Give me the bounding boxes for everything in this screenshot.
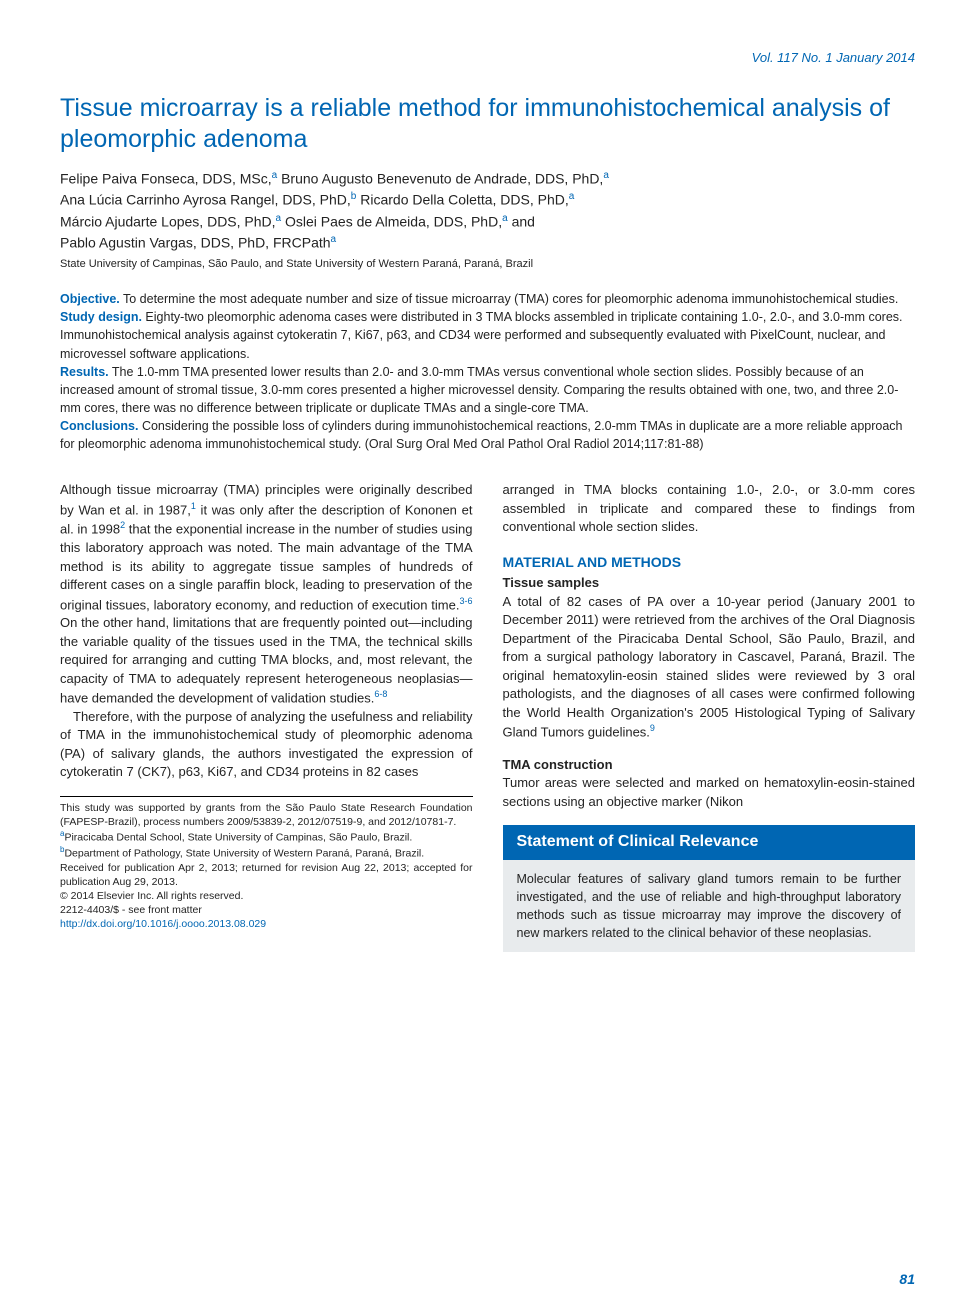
footnote-text: Department of Pathology, State Universit… (64, 847, 424, 859)
text-run: On the other hand, limitations that are … (60, 615, 473, 705)
footnote-doi-link[interactable]: http://dx.doi.org/10.1016/j.oooo.2013.08… (60, 918, 266, 930)
subheading-tma-construction: TMA construction (503, 756, 916, 774)
text-run: that the exponential increase in the num… (60, 522, 473, 612)
body-paragraph: Therefore, with the purpose of analyzing… (60, 708, 473, 782)
footnote-copyright: © 2014 Elsevier Inc. All rights reserved… (60, 889, 473, 903)
body-columns: Although tissue microarray (TMA) princip… (60, 481, 915, 952)
footnote-affiliation-b: bDepartment of Pathology, State Universi… (60, 845, 473, 861)
page-number: 81 (899, 1271, 915, 1287)
text-run: A total of 82 cases of PA over a 10-year… (503, 594, 916, 740)
author-segment: Bruno Augusto Benevenuto de Andrade, DDS… (281, 170, 603, 186)
body-paragraph: Tumor areas were selected and marked on … (503, 774, 916, 811)
footnote-affiliation-a: aPiracicaba Dental School, State Univers… (60, 829, 473, 845)
right-column: arranged in TMA blocks containing 1.0-, … (503, 481, 916, 952)
affiliation-marker: a (276, 213, 282, 224)
affiliation-marker: a (331, 234, 337, 245)
abstract-design: Eighty-two pleomorphic adenoma cases wer… (60, 310, 903, 360)
author-list: Felipe Paiva Fonseca, DDS, MSc,a Bruno A… (60, 168, 915, 255)
abstract: Objective. To determine the most adequat… (60, 290, 915, 453)
journal-issue-line: Vol. 117 No. 1 January 2014 (60, 50, 915, 65)
affiliation-marker: a (569, 191, 575, 202)
footnote-text: Piracicaba Dental School, State Universi… (64, 832, 412, 844)
abstract-objective-label: Objective. (60, 292, 120, 306)
author-segment: Ana Lúcia Carrinho Ayrosa Rangel, DDS, P… (60, 192, 351, 208)
subheading-tissue-samples: Tissue samples (503, 574, 916, 592)
body-paragraph: Although tissue microarray (TMA) princip… (60, 481, 473, 708)
affiliation-marker: a (272, 170, 278, 181)
body-paragraph: arranged in TMA blocks containing 1.0-, … (503, 481, 916, 536)
abstract-objective: To determine the most adequate number an… (120, 292, 899, 306)
abstract-conclusions: Considering the possible loss of cylinde… (60, 419, 903, 451)
citation-ref: 3-6 (459, 596, 472, 606)
footnote-funding: This study was supported by grants from … (60, 801, 473, 829)
footnote-issn: 2212-4403/$ - see front matter (60, 903, 473, 917)
clinical-relevance-body: Molecular features of salivary gland tum… (503, 870, 916, 943)
section-heading-methods: MATERIAL AND METHODS (503, 553, 916, 573)
author-segment: Márcio Ajudarte Lopes, DDS, PhD, (60, 213, 276, 229)
citation-ref: 9 (650, 723, 655, 733)
footnote-received: Received for publication Apr 2, 2013; re… (60, 861, 473, 889)
affiliation-summary: State University of Campinas, São Paulo,… (60, 258, 915, 270)
author-segment: Felipe Paiva Fonseca, DDS, MSc, (60, 170, 272, 186)
footnotes: This study was supported by grants from … (60, 796, 473, 932)
affiliation-marker: a (603, 170, 609, 181)
affiliation-marker: b (351, 191, 357, 202)
left-column: Although tissue microarray (TMA) princip… (60, 481, 473, 952)
citation-ref: 6-8 (374, 689, 387, 699)
author-segment: Oslei Paes de Almeida, DDS, PhD, (285, 213, 502, 229)
author-segment: Pablo Agustin Vargas, DDS, PhD, FRCPath (60, 235, 331, 251)
body-paragraph: A total of 82 cases of PA over a 10-year… (503, 593, 916, 742)
clinical-relevance-box: Statement of Clinical Relevance Molecula… (503, 825, 916, 952)
author-segment: and (512, 213, 535, 229)
affiliation-marker: a (502, 213, 508, 224)
abstract-results-label: Results. (60, 365, 109, 379)
article-title: Tissue microarray is a reliable method f… (60, 93, 915, 156)
abstract-results: The 1.0-mm TMA presented lower results t… (60, 365, 898, 415)
author-segment: Ricardo Della Coletta, DDS, PhD, (360, 192, 569, 208)
abstract-conclusions-label: Conclusions. (60, 419, 138, 433)
clinical-relevance-heading: Statement of Clinical Relevance (503, 825, 916, 860)
abstract-design-label: Study design. (60, 310, 142, 324)
